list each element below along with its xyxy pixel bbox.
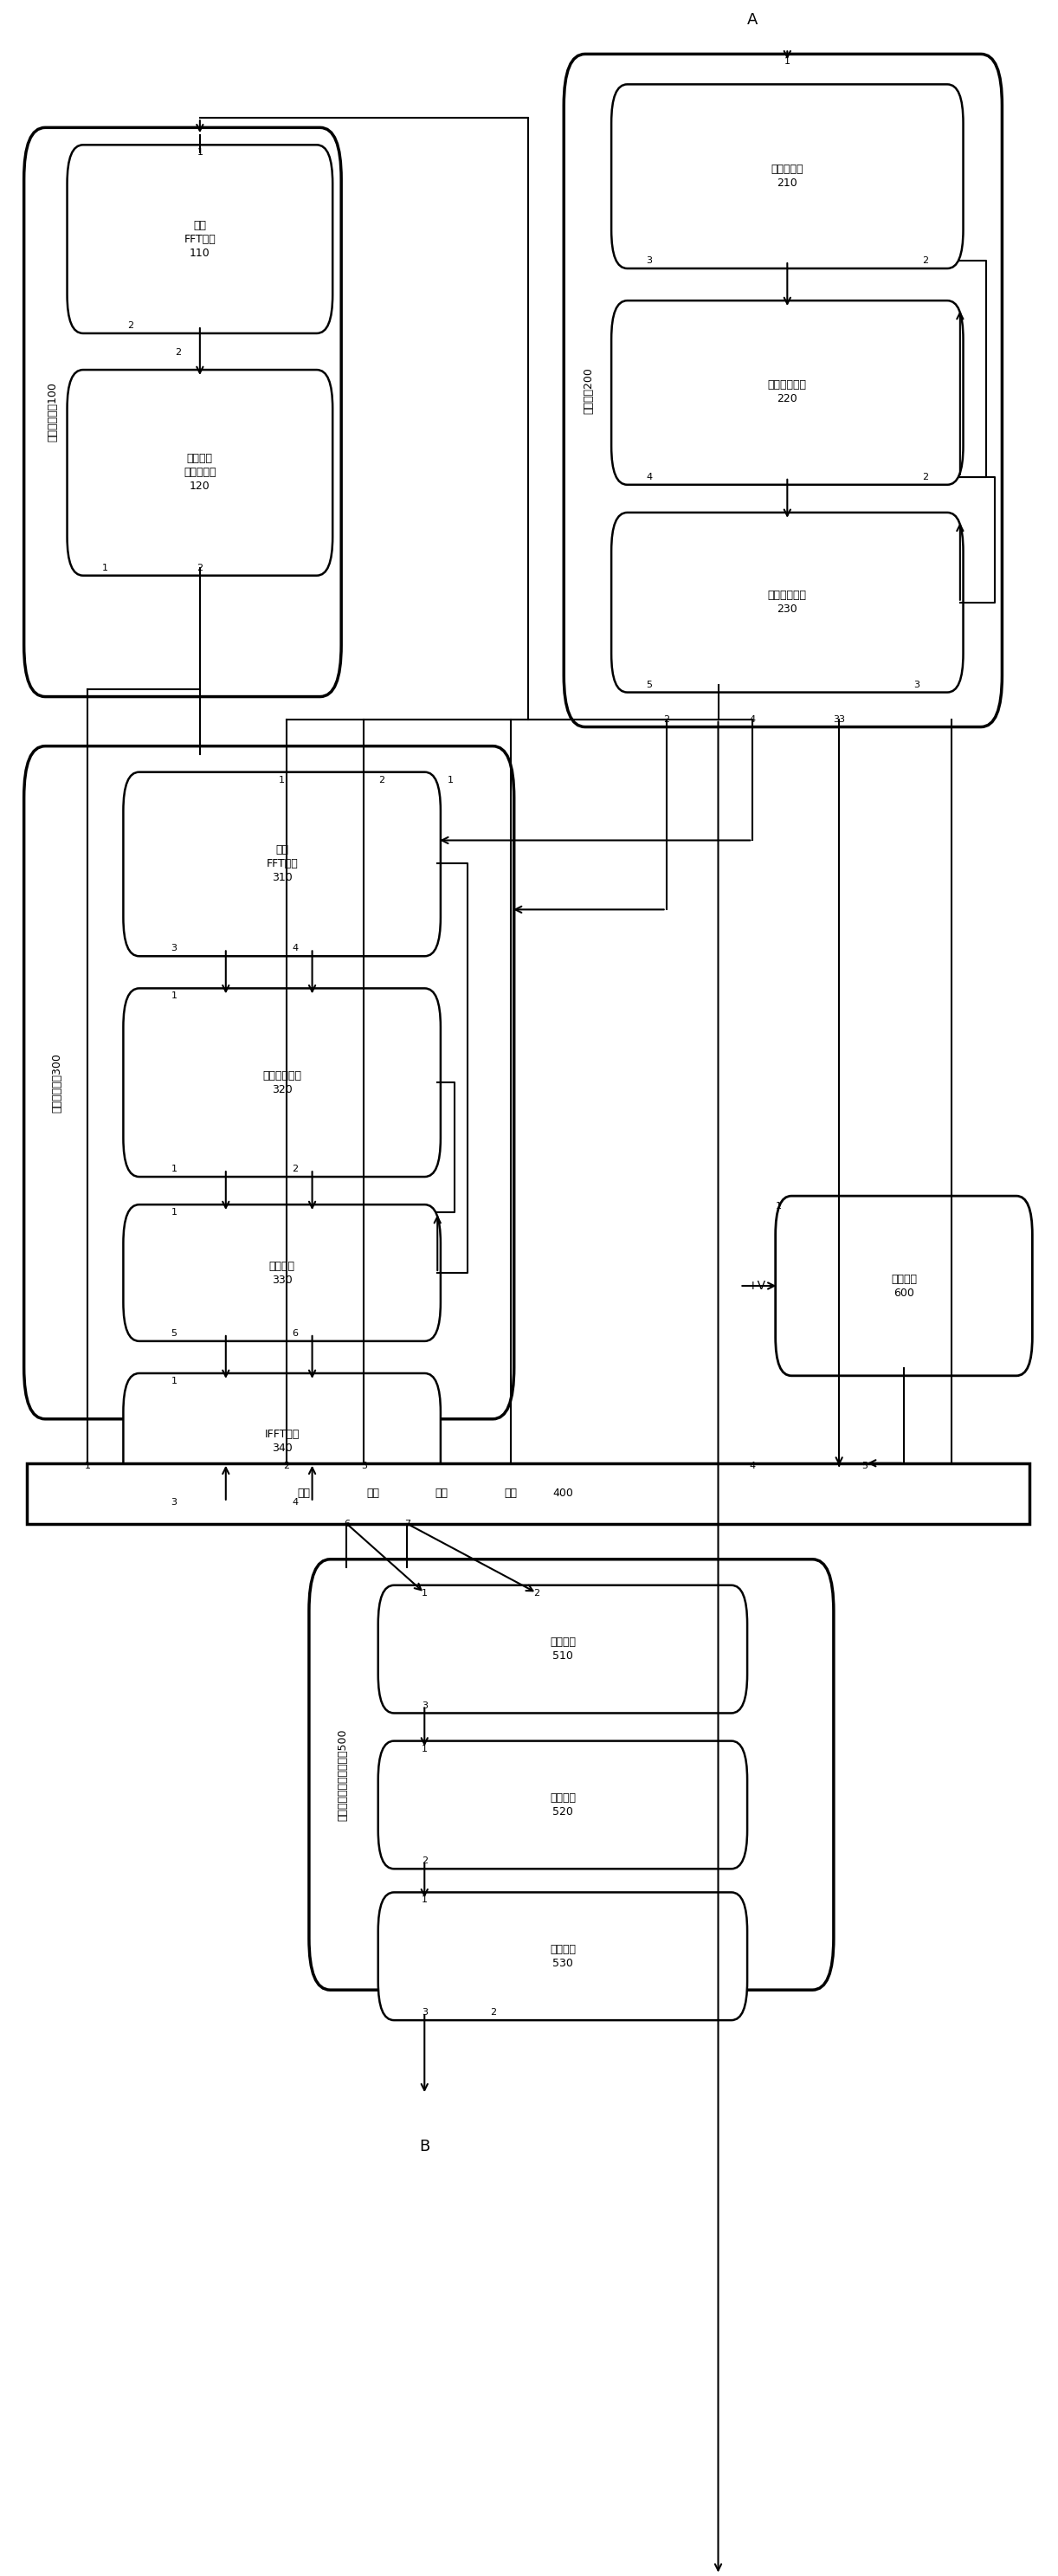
- Text: 33: 33: [833, 716, 845, 724]
- FancyBboxPatch shape: [124, 1206, 440, 1342]
- Text: 接口模块
530: 接口模块 530: [550, 1945, 576, 1968]
- Text: 下变频模块
210: 下变频模块 210: [771, 162, 803, 188]
- Text: 2: 2: [197, 564, 203, 572]
- Text: 5: 5: [171, 1329, 177, 1337]
- FancyBboxPatch shape: [124, 773, 440, 956]
- Text: 2: 2: [176, 348, 181, 355]
- Text: 5: 5: [862, 1461, 868, 1471]
- Text: 译码模块
510: 译码模块 510: [550, 1636, 576, 1662]
- Text: 2: 2: [421, 1857, 427, 1865]
- Text: +V: +V: [748, 1280, 766, 1293]
- Text: 3: 3: [421, 2009, 427, 2017]
- Text: 电源模块
600: 电源模块 600: [891, 1273, 917, 1298]
- Text: 1: 1: [102, 564, 108, 572]
- Text: 4: 4: [646, 471, 652, 482]
- Text: 2: 2: [292, 1164, 298, 1175]
- Text: 400: 400: [552, 1489, 573, 1499]
- Text: 1: 1: [279, 775, 285, 783]
- Text: 6: 6: [344, 1520, 350, 1528]
- Text: 1: 1: [171, 1376, 177, 1386]
- Text: 2: 2: [923, 258, 929, 265]
- FancyBboxPatch shape: [612, 513, 963, 693]
- Text: 基带数据处理与接口模块500: 基带数据处理与接口模块500: [336, 1728, 348, 1821]
- Text: 1: 1: [421, 1589, 427, 1597]
- FancyBboxPatch shape: [378, 1584, 747, 1713]
- Text: 4: 4: [750, 1461, 755, 1471]
- Text: 4: 4: [292, 945, 298, 953]
- Text: 1: 1: [421, 1744, 427, 1754]
- FancyBboxPatch shape: [612, 301, 963, 484]
- Text: 选择: 选择: [435, 1489, 449, 1499]
- Text: A: A: [747, 13, 759, 28]
- FancyBboxPatch shape: [124, 989, 440, 1177]
- Text: 解调模块200: 解调模块200: [583, 368, 595, 415]
- Text: 信道估计模块
320: 信道估计模块 320: [262, 1069, 302, 1095]
- Text: 2: 2: [378, 775, 384, 783]
- Text: 1: 1: [197, 149, 203, 157]
- FancyBboxPatch shape: [67, 371, 332, 574]
- FancyBboxPatch shape: [378, 1893, 747, 2020]
- Text: 模块: 模块: [505, 1489, 517, 1499]
- Text: 4: 4: [750, 716, 755, 724]
- Bar: [28, 1463, 1029, 1525]
- Text: 1: 1: [171, 1208, 177, 1216]
- Text: 定时同步模块
220: 定时同步模块 220: [768, 379, 807, 404]
- Text: 4: 4: [292, 1497, 298, 1507]
- Text: 多行检测模块100: 多行检测模块100: [48, 381, 58, 443]
- FancyBboxPatch shape: [24, 129, 342, 696]
- Text: 1: 1: [784, 57, 790, 67]
- Text: 1: 1: [85, 1461, 91, 1471]
- FancyBboxPatch shape: [124, 1373, 440, 1510]
- Text: 3: 3: [361, 1461, 367, 1471]
- Text: 1: 1: [776, 1203, 782, 1211]
- FancyBboxPatch shape: [378, 1741, 747, 1868]
- Text: B: B: [419, 2138, 430, 2154]
- Text: 6: 6: [292, 1329, 298, 1337]
- FancyBboxPatch shape: [67, 144, 332, 332]
- Text: 1: 1: [421, 1896, 427, 1904]
- FancyBboxPatch shape: [24, 747, 514, 1419]
- Text: 1: 1: [448, 775, 454, 783]
- Text: 1: 1: [171, 992, 177, 999]
- Text: 3: 3: [421, 1700, 427, 1710]
- Text: 2: 2: [128, 322, 134, 330]
- FancyBboxPatch shape: [776, 1195, 1033, 1376]
- FancyBboxPatch shape: [309, 1558, 834, 1989]
- Text: 分接模块
520: 分接模块 520: [550, 1793, 576, 1819]
- Text: 频域均衡模块300: 频域均衡模块300: [52, 1054, 63, 1113]
- Text: 第一
FFT模块
110: 第一 FFT模块 110: [184, 219, 216, 258]
- Text: 2: 2: [491, 2009, 496, 2017]
- Text: 3: 3: [646, 258, 652, 265]
- Text: 5: 5: [646, 680, 652, 688]
- Text: 7: 7: [404, 1520, 411, 1528]
- Text: 载波同步模块
230: 载波同步模块 230: [768, 590, 807, 616]
- Text: 基带: 基带: [297, 1489, 310, 1499]
- Text: 数据: 数据: [366, 1489, 379, 1499]
- Text: 2: 2: [533, 1589, 540, 1597]
- Text: 第二
FFT模块
310: 第二 FFT模块 310: [266, 845, 298, 884]
- Text: 2: 2: [284, 1461, 289, 1471]
- Text: 2: 2: [663, 716, 670, 724]
- Text: 2: 2: [923, 471, 929, 482]
- Text: 3: 3: [171, 945, 177, 953]
- Text: 3: 3: [914, 680, 919, 688]
- Text: 3: 3: [171, 1497, 177, 1507]
- FancyBboxPatch shape: [564, 54, 1002, 726]
- Text: 功率估计
与判决模块
120: 功率估计 与判决模块 120: [184, 453, 216, 492]
- Text: 1: 1: [171, 1164, 177, 1175]
- Text: IFFT模块
340: IFFT模块 340: [264, 1430, 299, 1453]
- FancyBboxPatch shape: [612, 85, 963, 268]
- Text: 均衡模块
330: 均衡模块 330: [269, 1260, 295, 1285]
